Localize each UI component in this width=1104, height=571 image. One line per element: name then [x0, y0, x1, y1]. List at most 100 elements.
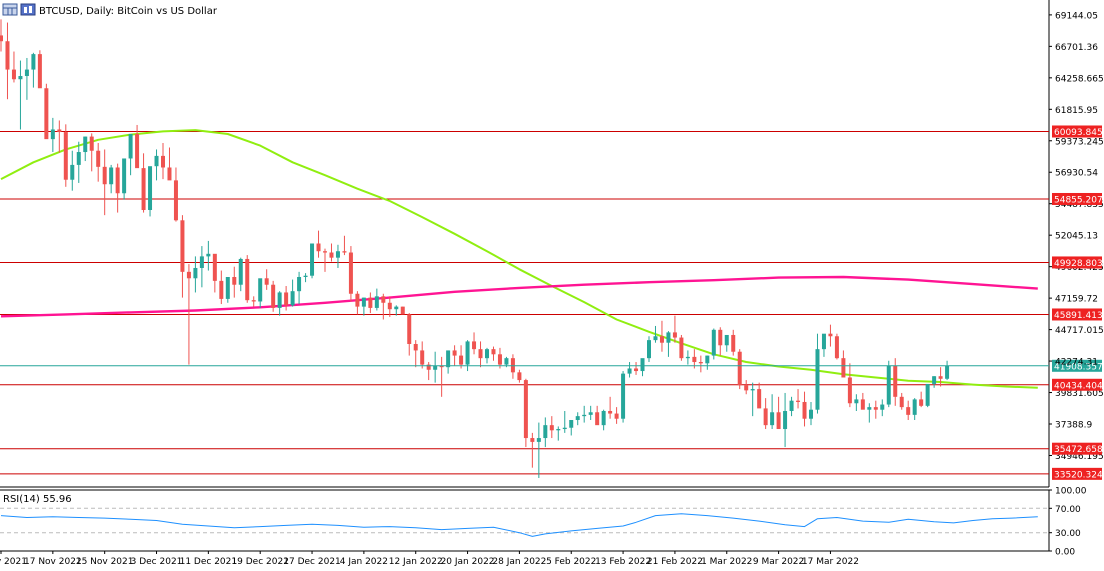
candle — [37, 50, 42, 89]
candle-body — [452, 350, 457, 356]
candle — [912, 398, 917, 421]
candle — [426, 362, 431, 381]
candle — [271, 280, 276, 312]
candle — [919, 391, 924, 408]
candle-body — [37, 54, 42, 89]
candlesticks — [0, 19, 950, 478]
candle-body — [206, 253, 211, 257]
candle-body — [621, 373, 626, 419]
candle — [737, 349, 742, 390]
candle-body — [744, 385, 749, 391]
candle-body — [225, 276, 230, 299]
candle — [400, 306, 405, 315]
price-tick-label: 59373.245 — [1055, 137, 1104, 147]
candle-body — [0, 35, 3, 42]
candle — [523, 378, 528, 448]
moving-average-short — [0, 129, 1038, 389]
candle-body — [608, 410, 613, 414]
date-tick-label: 9 Nov 2021 — [0, 557, 27, 567]
candle — [258, 278, 263, 308]
price-axis: 69144.05 66701.36 64258.665 61815.95 59373.2… — [1049, 11, 1104, 462]
date-tick-label: 4 Jan 2022 — [340, 557, 388, 567]
candle-body — [757, 389, 762, 409]
price-tick-label: 56930.54 — [1055, 169, 1098, 179]
candle — [186, 264, 191, 365]
date-tick-label: 12 Jan 2022 — [389, 557, 443, 567]
candle — [76, 141, 81, 183]
candle-body — [310, 243, 315, 276]
level-label-bg-2 — [1052, 192, 1102, 205]
candle-body — [821, 333, 826, 350]
candle-body — [789, 400, 794, 411]
candle-body — [815, 349, 820, 410]
candle — [109, 164, 114, 194]
candle — [867, 403, 872, 423]
candle — [549, 416, 554, 439]
candle — [83, 136, 88, 162]
candle — [63, 124, 68, 187]
rsi-tick-label: 0.00 — [1055, 548, 1075, 558]
candle — [724, 334, 729, 352]
candle — [355, 291, 360, 315]
candle-body — [575, 416, 580, 421]
candle-body — [659, 336, 664, 343]
chart-title: BTCUSD, Daily: BitCoin vs US Dollar — [39, 6, 218, 17]
candle — [608, 396, 613, 419]
candle-body — [329, 252, 334, 258]
candle-body — [173, 180, 178, 221]
candle-body — [387, 302, 392, 310]
candle — [847, 363, 852, 408]
candle-body — [135, 133, 140, 169]
candle-body — [102, 166, 107, 185]
candle-body — [776, 412, 781, 430]
candle — [647, 336, 651, 363]
date-tick-label: 5 Feb 2022 — [546, 557, 596, 567]
candle — [5, 22, 10, 100]
candle — [945, 360, 950, 381]
level-label-3: 49928.803 — [1054, 259, 1103, 269]
candle-body — [128, 133, 133, 159]
candle — [821, 333, 826, 357]
candle-body — [796, 400, 801, 402]
date-tick-label: 20 Jan 2022 — [441, 557, 495, 567]
candle-body — [407, 314, 412, 344]
candle-body — [530, 438, 535, 442]
candle — [135, 124, 140, 169]
price-tick-label: 37388.9 — [1055, 421, 1092, 431]
candle — [621, 371, 626, 423]
candle-body — [692, 356, 697, 363]
candle-body — [11, 69, 16, 80]
candle-body — [919, 399, 924, 406]
candle-body — [847, 377, 852, 404]
date-tick-label: 25 Nov 2021 — [76, 557, 134, 567]
candle-body — [510, 358, 515, 373]
candle-body — [76, 152, 81, 165]
candle-body — [834, 336, 839, 359]
candle-body — [186, 271, 191, 279]
candle — [601, 409, 606, 431]
candle — [102, 149, 107, 216]
candle-body — [899, 396, 904, 408]
price-tick-label: 52045.13 — [1055, 232, 1098, 242]
candle-body — [718, 329, 723, 346]
candle — [154, 149, 159, 181]
candle — [588, 405, 593, 421]
price-tick-label: 69144.05 — [1055, 11, 1098, 21]
date-tick-label: 1 Mar 2022 — [701, 557, 752, 567]
level-label-2: 54855.207 — [1054, 195, 1103, 205]
candle — [698, 355, 703, 373]
price-tick-label: 61815.95 — [1055, 106, 1098, 116]
candle — [828, 324, 833, 347]
candle — [491, 346, 496, 361]
candle-body — [277, 292, 282, 308]
candle-body — [601, 410, 606, 426]
candle-body — [925, 383, 930, 406]
date-tick-label: 17 Mar 2022 — [802, 557, 859, 567]
candle — [679, 334, 684, 361]
candle-body — [316, 243, 321, 252]
date-tick-label: 13 Feb 2022 — [595, 557, 651, 567]
candle — [536, 422, 541, 478]
level-label-bg-5 — [1052, 378, 1102, 391]
candle-body — [433, 365, 438, 370]
